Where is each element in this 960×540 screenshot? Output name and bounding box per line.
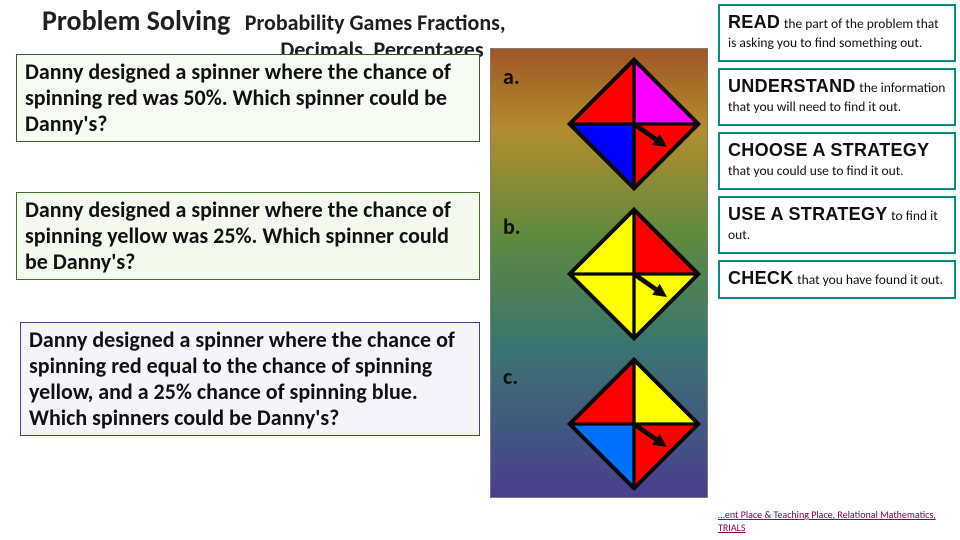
question-3: Danny designed a spinner where the chanc… [20, 322, 480, 436]
footer-citation: …ent Place & Teaching Place, Relational … [718, 508, 958, 534]
step-4: USE A STRATEGY to find it out. [718, 196, 956, 254]
spinner-cell-a: a. [491, 49, 709, 199]
spinner-c [567, 357, 701, 491]
title-main: Problem Solving [42, 3, 230, 38]
step-1: READ the part of the problem that is ask… [718, 4, 956, 62]
step-2: UNDERSTAND the information that you will… [718, 68, 956, 126]
spinner-label-b: b. [503, 213, 521, 240]
step-keyword: UNDERSTAND [728, 76, 856, 96]
page: Problem Solving Probability Games Fracti… [0, 0, 960, 540]
step-5: CHECK that you have found it out. [718, 260, 956, 299]
title-sub-1: Probability Games Fractions, [245, 9, 506, 36]
question-1: Danny designed a spinner where the chanc… [16, 54, 480, 142]
question-2: Danny designed a spinner where the chanc… [16, 192, 480, 280]
spinner-a [567, 57, 701, 191]
step-keyword: READ [728, 12, 780, 32]
step-keyword: CHECK [728, 268, 794, 288]
step-text: that you could use to find it out. [728, 162, 904, 179]
spinner-b [567, 207, 701, 341]
step-keyword: USE A STRATEGY [728, 204, 888, 224]
step-keyword: CHOOSE A STRATEGY [728, 140, 929, 160]
step-3: CHOOSE A STRATEGY that you could use to … [718, 132, 956, 190]
spinner-panel: a. b. c. [490, 48, 708, 498]
spinner-label-c: c. [503, 363, 518, 390]
spinner-cell-c: c. [491, 349, 709, 499]
step-text: that you have found it out. [797, 271, 943, 288]
spinner-label-a: a. [503, 63, 520, 90]
steps-panel: READ the part of the problem that is ask… [718, 4, 956, 305]
spinner-cell-b: b. [491, 199, 709, 349]
